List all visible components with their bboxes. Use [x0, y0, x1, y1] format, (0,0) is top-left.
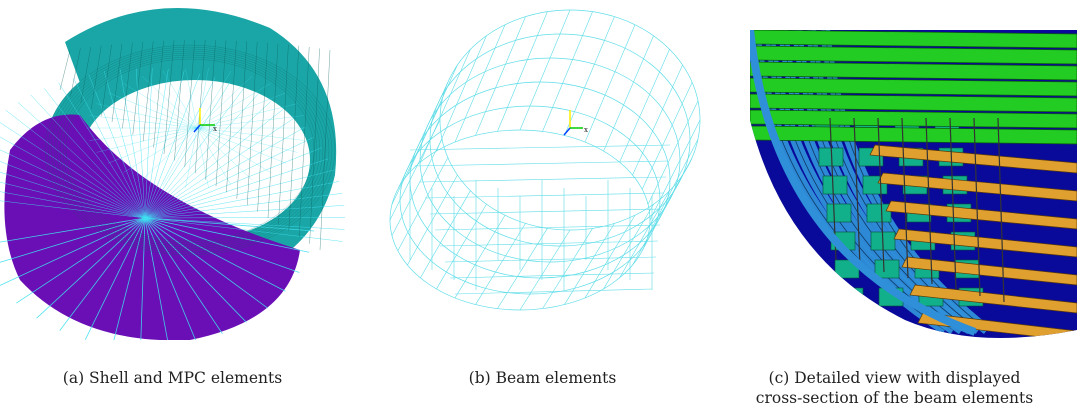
mpc-element-lines: [0, 68, 345, 340]
beam-wireframe: x: [389, 9, 701, 311]
axis-label-x: x: [584, 126, 588, 134]
shell-mesh-grid: [44, 39, 336, 256]
detail-render: [750, 30, 1077, 338]
beam-wire-mesh: [389, 9, 701, 311]
axis-triad-icon: x: [563, 110, 588, 136]
caption-a: (a) Shell and MPC elements: [62, 369, 283, 387]
shell-mpc-render: x: [0, 8, 345, 340]
caption-b: (b) Beam elements: [468, 369, 617, 387]
panel-beam: x: [370, 0, 715, 340]
caption-c-line2: cross-section of the beam elements: [755, 389, 1034, 407]
panel-shell-mpc: x: [0, 0, 345, 340]
axis-label-x: x: [213, 125, 217, 133]
detail-beam-sections: [750, 30, 1077, 338]
caption-c: (c) Detailed view with displayed cross-s…: [712, 368, 1077, 408]
panel-detail: [745, 0, 1077, 340]
caption-c-line1: (c) Detailed view with displayed: [768, 369, 1021, 387]
shell-inner-surface: [4, 114, 300, 340]
axis-triad-icon: x: [193, 108, 217, 133]
